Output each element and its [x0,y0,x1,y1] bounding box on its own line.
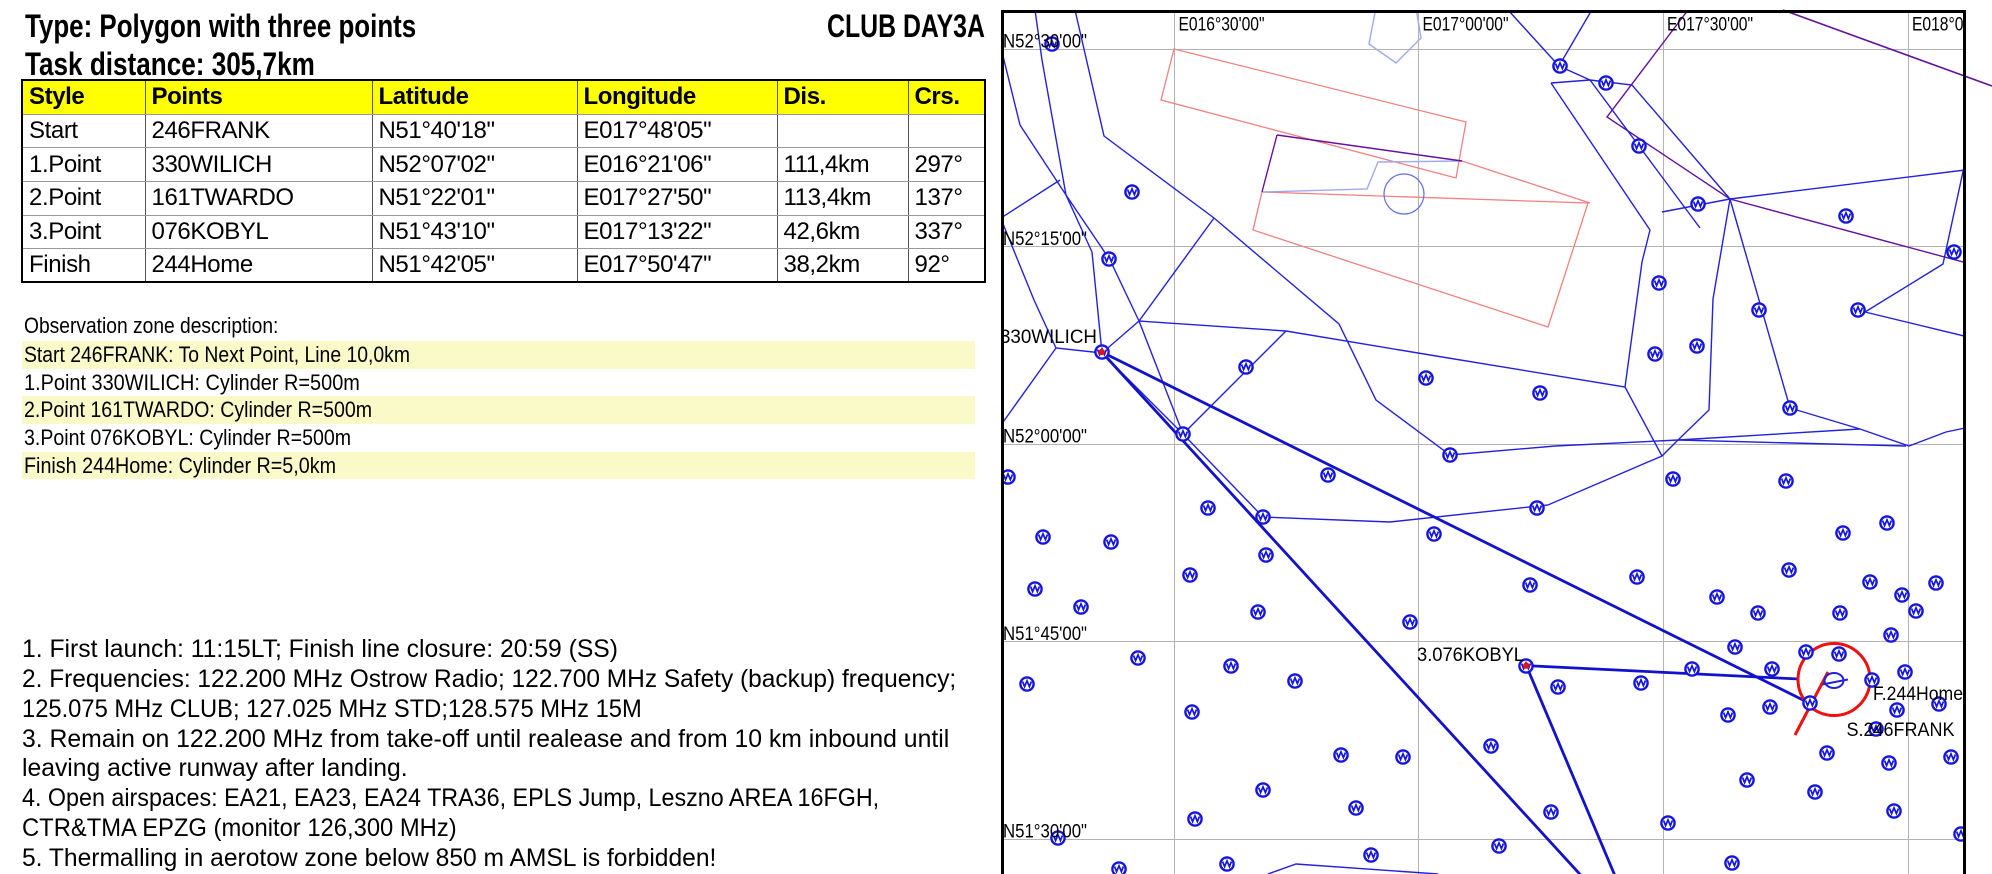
svg-text:N51°45'00": N51°45'00" [1003,623,1087,645]
svg-text:E017°30'00": E017°30'00" [1667,14,1753,36]
svg-text:N51°30'00": N51°30'00" [1003,821,1087,843]
svg-text:N52°15'00": N52°15'00" [1003,228,1087,250]
svg-text:S.246FRANK: S.246FRANK [1847,719,1955,741]
svg-text:E018°00'00": E018°00'00" [1912,14,1992,36]
svg-text:N52°30'00": N52°30'00" [1003,31,1087,53]
svg-text:330WILICH: 330WILICH [1000,326,1097,348]
svg-text:E016°30'00": E016°30'00" [1179,14,1265,36]
svg-text:F.244Home: F.244Home [1873,683,1963,705]
svg-text:N52°00'00": N52°00'00" [1003,426,1087,448]
svg-text:E017°00'00": E017°00'00" [1423,14,1509,36]
svg-text:3.076KOBYL: 3.076KOBYL [1417,644,1524,666]
